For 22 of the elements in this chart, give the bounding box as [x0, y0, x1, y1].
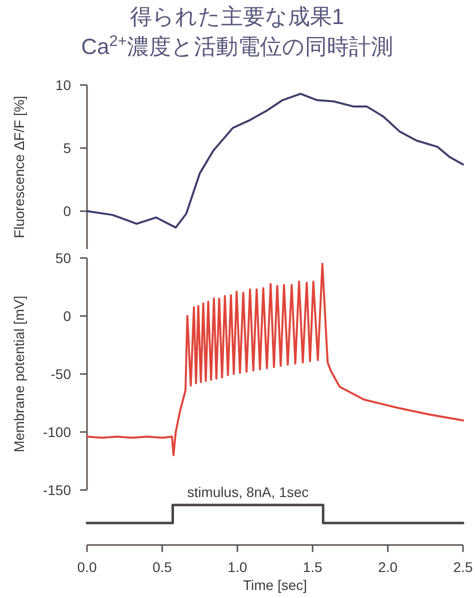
x-tick-label: 0.5	[152, 559, 172, 575]
y-tick-label: 5	[63, 140, 72, 156]
y-tick-label: 0	[63, 308, 72, 324]
x-tick-label: 2.0	[378, 559, 398, 575]
chart-title: 得られた主要な成果1	[130, 4, 344, 29]
y-tick-label: -50	[50, 366, 72, 382]
x-axis-title: Time [sec]	[242, 577, 308, 593]
y-tick-label: -100	[42, 424, 72, 440]
annotation: stimulus, 8nA, 1sec	[187, 484, 309, 500]
y-tick-label: 0	[63, 203, 72, 220]
x-tick-label: 1.5	[302, 559, 323, 575]
line-series	[86, 262, 464, 456]
y-axis-title: Membrane potential [mV]	[11, 296, 27, 452]
x-tick-label: 0.0	[77, 559, 97, 575]
line-series	[86, 92, 464, 229]
x-tick-label: 2.5	[453, 559, 473, 575]
chart-subtitle: Ca$^{2+}$濃度と活動電位の同時計測	[81, 32, 393, 59]
y-axis-title: Fluorescence ΔF/F [%]	[11, 96, 27, 238]
x-tick-label: 1.0	[228, 559, 248, 575]
y-tick-label: 50	[55, 250, 72, 266]
y-tick-label: -150	[42, 482, 72, 498]
y-tick-label: 10	[55, 77, 72, 93]
